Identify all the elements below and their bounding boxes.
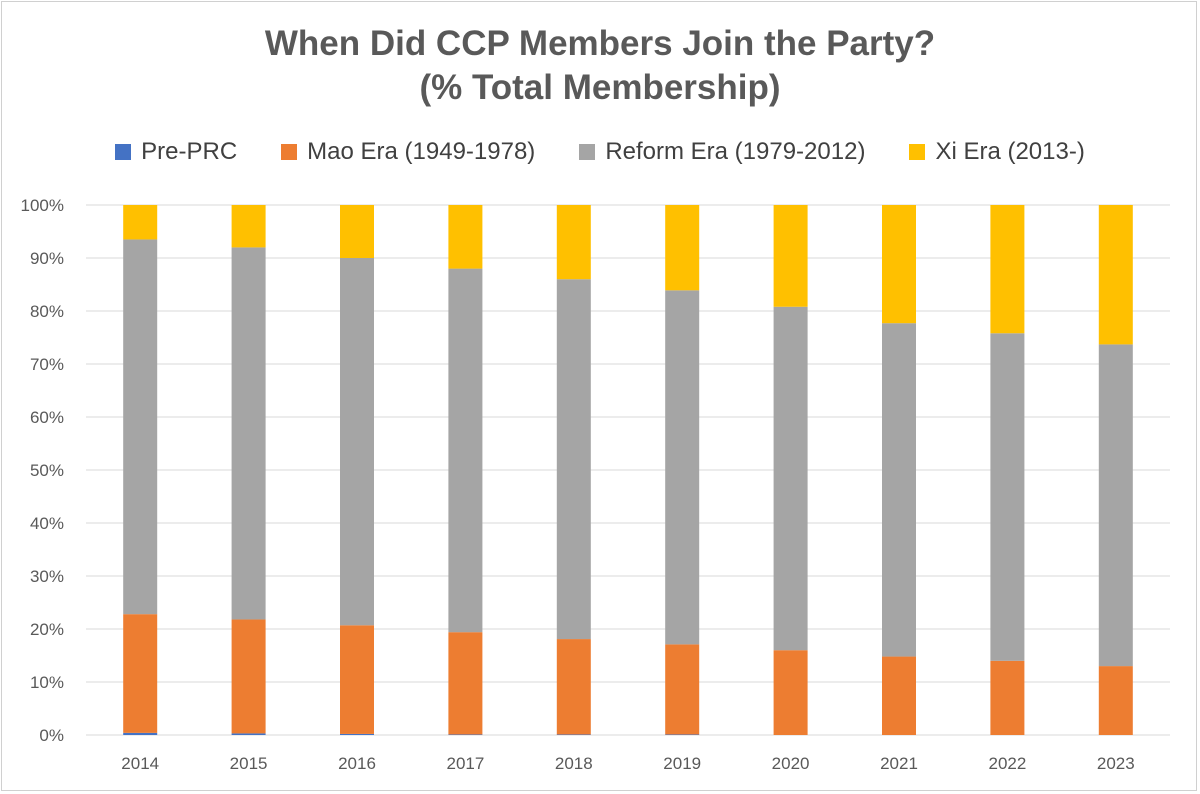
bar-segment-mao-era-1949-1978-2015: [231, 619, 266, 734]
bars: [123, 205, 1133, 735]
bar-segment-xi-era-2013-2023: [1098, 205, 1133, 345]
x-tick-label: 2016: [338, 754, 376, 773]
legend-label-pre-prc: Pre-PRC: [141, 138, 238, 165]
y-tick-label: 50%: [30, 461, 64, 480]
bar-segment-xi-era-2013-2017: [448, 205, 483, 269]
y-tick-label: 80%: [30, 302, 64, 321]
x-tick-label: 2017: [446, 754, 484, 773]
legend-label-mao-era: Mao Era (1949-1978): [307, 138, 536, 165]
bar-segment-pre-prc-2016: [340, 733, 374, 735]
bar-segment-reform-era-1979-2012-2018: [556, 279, 591, 640]
bar-segment-reform-era-1979-2012-2015: [231, 247, 266, 620]
x-tick-label: 2015: [230, 754, 268, 773]
gridlines: [86, 204, 1170, 736]
bar-segment-xi-era-2013-2014: [123, 205, 158, 240]
bar-segment-mao-era-1949-1978-2020: [773, 650, 808, 735]
x-tick-label: 2023: [1097, 754, 1135, 773]
legend: Pre-PRC Mao Era (1949-1978) Reform Era (…: [0, 138, 1200, 166]
bar-segment-mao-era-1949-1978-2019: [665, 644, 700, 735]
x-tick-label: 2014: [121, 754, 159, 773]
bar-segment-xi-era-2013-2021: [882, 205, 916, 324]
y-tick-label: 0%: [39, 726, 64, 745]
bar-segment-xi-era-2013-2019: [665, 205, 700, 291]
bar-segment-mao-era-1949-1978-2018: [556, 639, 591, 735]
bar-segment-pre-prc-2018: [556, 734, 591, 735]
y-axis-labels: 0% 10% 20% 30% 40% 50% 60% 70% 80% 90% 100%: [21, 196, 64, 745]
bar-segment-reform-era-1979-2012-2014: [123, 239, 158, 615]
y-tick-label: 90%: [30, 249, 64, 268]
x-tick-label: 2019: [663, 754, 701, 773]
legend-swatch-xi-era: [909, 144, 926, 160]
y-tick-label: 40%: [30, 514, 64, 533]
bar-segment-reform-era-1979-2012-2017: [448, 268, 483, 633]
legend-swatch-mao-era: [281, 144, 298, 160]
bar-segment-reform-era-1979-2012-2023: [1098, 344, 1133, 667]
bar-segment-mao-era-1949-1978-2021: [882, 656, 916, 735]
bar-segment-reform-era-1979-2012-2022: [990, 333, 1025, 661]
bar-segment-mao-era-1949-1978-2022: [990, 660, 1025, 735]
bar-segment-xi-era-2013-2020: [773, 205, 808, 307]
legend-item-xi-era: Xi Era (2013-): [909, 138, 1085, 166]
legend-swatch-reform-era: [579, 144, 596, 160]
legend-label-xi-era: Xi Era (2013-): [935, 138, 1085, 165]
x-tick-label: 2020: [772, 754, 810, 773]
bar-segment-xi-era-2013-2018: [556, 205, 591, 280]
bar-segment-reform-era-1979-2012-2016: [340, 258, 374, 626]
legend-item-mao-era: Mao Era (1949-1978): [281, 138, 535, 166]
legend-swatch-pre-prc: [115, 144, 132, 160]
chart-title-block: When Did CCP Members Join the Party? (% …: [0, 22, 1200, 110]
bar-segment-pre-prc-2015: [231, 733, 266, 735]
bar-segment-mao-era-1949-1978-2016: [340, 625, 374, 734]
bar-segment-pre-prc-2017: [448, 734, 483, 735]
bar-segment-pre-prc-2019: [665, 734, 700, 735]
bar-segment-xi-era-2013-2015: [231, 205, 266, 248]
legend-item-pre-prc: Pre-PRC: [115, 138, 237, 166]
bar-segment-mao-era-1949-1978-2023: [1098, 666, 1133, 735]
x-tick-label: 2018: [555, 754, 593, 773]
bar-segment-mao-era-1949-1978-2017: [448, 632, 483, 735]
chart-subtitle: (% Total Membership): [419, 68, 781, 107]
x-axis-labels: 2014 2015 2016 2017 2018 2019 2020 2021 2022 2023: [121, 754, 1134, 773]
bar-segment-mao-era-1949-1978-2014: [123, 614, 158, 733]
y-tick-label: 60%: [30, 408, 64, 427]
bar-segment-xi-era-2013-2016: [340, 205, 374, 258]
y-tick-label: 20%: [30, 620, 64, 639]
bar-segment-pre-prc-2014: [123, 732, 158, 735]
bar-segment-xi-era-2013-2022: [990, 205, 1025, 334]
x-tick-label: 2022: [988, 754, 1026, 773]
x-tick-label: 2021: [880, 754, 918, 773]
legend-item-reform-era: Reform Era (1979-2012): [579, 138, 865, 166]
y-tick-label: 100%: [21, 196, 64, 215]
legend-label-reform-era: Reform Era (1979-2012): [605, 138, 866, 165]
y-tick-label: 70%: [30, 355, 64, 374]
bar-segment-reform-era-1979-2012-2019: [665, 290, 700, 645]
bar-segment-reform-era-1979-2012-2020: [773, 306, 808, 651]
bar-segment-reform-era-1979-2012-2021: [882, 323, 916, 657]
y-tick-label: 30%: [30, 567, 64, 586]
chart-title: When Did CCP Members Join the Party?: [264, 24, 936, 63]
y-tick-label: 10%: [30, 673, 64, 692]
